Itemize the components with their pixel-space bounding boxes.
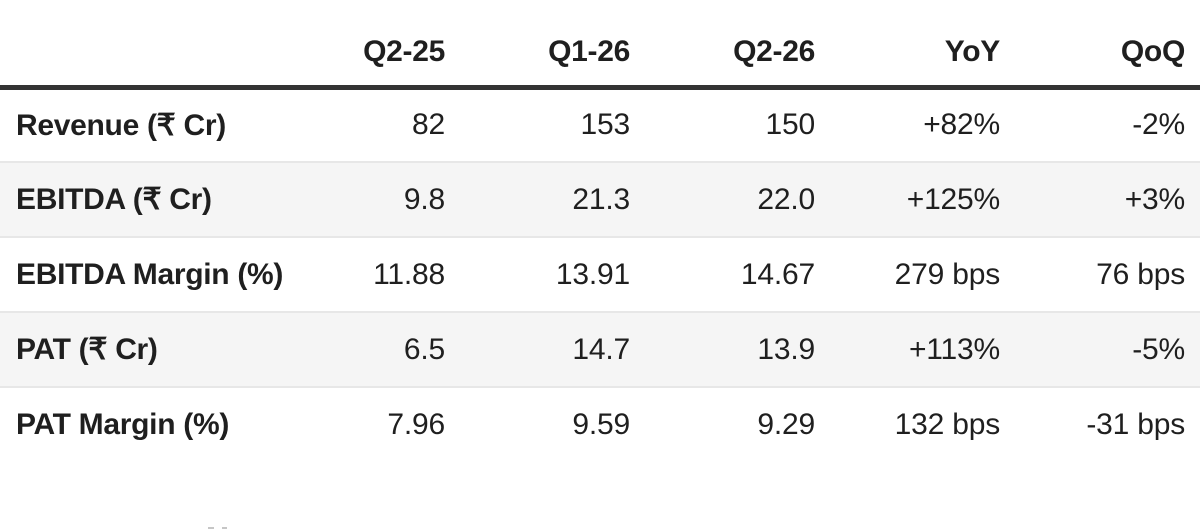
- cell-ebitda-margin-qoq: 76 bps: [1096, 257, 1185, 291]
- cell-ebitda-margin-q1-26: 13.91: [555, 257, 630, 291]
- cell-revenue-q1-26: 153: [580, 108, 631, 142]
- cropped-text-artifact: [208, 527, 230, 530]
- cell-pat-q2-25: 6.5: [403, 332, 445, 366]
- cell-ebitda-q2-25: 9.8: [403, 182, 445, 216]
- cell-pat-margin-q2-26: 9.29: [757, 408, 815, 441]
- cell-pat-yoy: +113%: [908, 332, 1000, 366]
- cell-revenue-q2-25: 82: [412, 108, 445, 142]
- table-body: Revenue (₹ Cr) 82 153 150 +82% -2% EBITD…: [0, 87, 1200, 462]
- cell-pat-margin-qoq: -31 bps: [1086, 408, 1185, 441]
- cell-revenue-q2-26: 150: [765, 108, 816, 142]
- table-header: Q2-25 Q1-26 Q2-26 YoY QoQ: [0, 0, 1200, 87]
- column-header-yoy: YoY: [944, 34, 1001, 68]
- cell-ebitda-margin-yoy: 279 bps: [894, 257, 1001, 291]
- row-label-pat: PAT (₹ Cr): [16, 333, 158, 366]
- column-header-q2-26: Q2-26: [733, 34, 815, 68]
- table-row-pat-margin: PAT Margin (%) 7.96 9.59 9.29 132 bps -3…: [0, 387, 1200, 462]
- quarterly-results-table: Q2-25 Q1-26 Q2-26 YoY QoQ Revenue (₹ Cr)…: [0, 0, 1200, 462]
- column-header-metric: [0, 0, 260, 87]
- cell-ebitda-q2-26: 22.0: [757, 182, 815, 216]
- row-label-ebitda: EBITDA (₹ Cr): [16, 183, 212, 216]
- row-label-revenue: Revenue (₹ Cr): [16, 108, 226, 142]
- table-row-revenue: Revenue (₹ Cr) 82 153 150 +82% -2%: [0, 87, 1200, 162]
- header-row: Q2-25 Q1-26 Q2-26 YoY QoQ: [0, 0, 1200, 87]
- cell-revenue-yoy: +82%: [923, 108, 1000, 142]
- cell-ebitda-margin-q2-26: 14.67: [740, 257, 815, 291]
- cell-pat-q1-26: 14.7: [572, 332, 630, 366]
- cell-pat-margin-q1-26: 9.59: [572, 408, 630, 441]
- cell-pat-qoq: -5%: [1132, 332, 1185, 366]
- row-label-ebitda-margin: EBITDA Margin (%): [16, 257, 284, 291]
- column-header-q1-26: Q1-26: [548, 34, 630, 68]
- table-row-ebitda: EBITDA (₹ Cr) 9.8 21.3 22.0 +125% +3%: [0, 162, 1200, 237]
- cell-pat-margin-yoy: 132 bps: [894, 408, 1001, 441]
- column-header-qoq: QoQ: [1120, 34, 1185, 68]
- cell-ebitda-margin-q2-25: 11.88: [373, 257, 445, 291]
- cell-revenue-qoq: -2%: [1132, 108, 1185, 142]
- table-row-pat: PAT (₹ Cr) 6.5 14.7 13.9 +113% -5%: [0, 312, 1200, 387]
- cell-ebitda-q1-26: 21.3: [572, 182, 630, 216]
- table-row-ebitda-margin: EBITDA Margin (%) 11.88 13.91 14.67 279 …: [0, 237, 1200, 312]
- row-label-pat-margin: PAT Margin (%): [16, 408, 230, 441]
- cell-ebitda-yoy: +125%: [906, 182, 1000, 216]
- cell-ebitda-qoq: +3%: [1124, 182, 1185, 216]
- cell-pat-margin-q2-25: 7.96: [387, 408, 445, 441]
- column-header-q2-25: Q2-25: [363, 34, 445, 68]
- cell-pat-q2-26: 13.9: [757, 332, 815, 366]
